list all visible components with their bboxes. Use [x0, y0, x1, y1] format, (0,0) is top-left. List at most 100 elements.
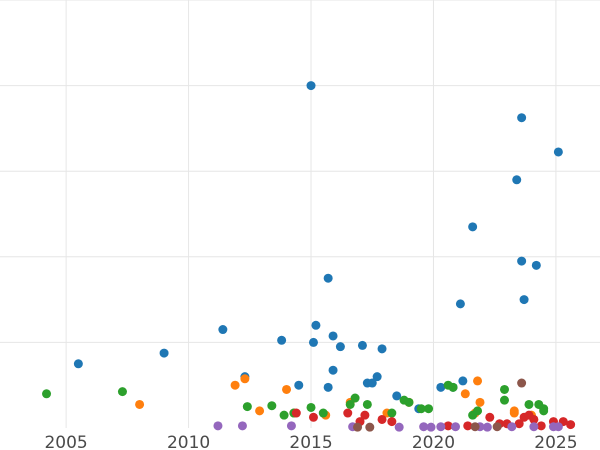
data-point [424, 404, 434, 414]
data-point [279, 410, 289, 420]
series-4 [213, 421, 563, 432]
data-point [517, 113, 527, 123]
data-point [237, 421, 247, 431]
data-point [135, 399, 145, 409]
data-point [566, 420, 576, 430]
data-point [306, 402, 316, 412]
data-point [328, 331, 338, 341]
data-point [255, 406, 265, 416]
data-point [536, 421, 546, 431]
series-2 [42, 380, 549, 420]
data-point [213, 421, 223, 431]
data-point [323, 382, 333, 392]
x-tick-label: 2005 [44, 433, 87, 450]
x-tick-label: 2020 [412, 433, 455, 450]
x-tick-label: 2015 [289, 433, 332, 450]
data-point [499, 384, 509, 394]
data-point [311, 320, 321, 330]
data-point [308, 412, 318, 422]
data-point [353, 422, 363, 432]
data-point [473, 406, 483, 416]
data-point [468, 222, 478, 232]
data-point [117, 387, 127, 397]
data-point [159, 348, 169, 358]
data-point [512, 175, 522, 185]
data-point [473, 376, 483, 386]
data-point [455, 299, 465, 309]
data-point [306, 81, 316, 91]
data-point [485, 412, 495, 422]
data-point [451, 422, 461, 432]
data-point [475, 397, 485, 407]
data-point [514, 419, 524, 429]
data-point [360, 410, 370, 420]
data-point [343, 408, 353, 418]
series-3 [291, 408, 576, 431]
series-0 [73, 81, 563, 414]
data-point [365, 422, 375, 432]
data-point [509, 406, 519, 416]
data-point [463, 421, 473, 431]
data-point [323, 273, 333, 283]
x-tick-label: 2010 [167, 433, 210, 450]
data-point [553, 147, 563, 157]
data-points [42, 81, 576, 432]
data-point [42, 389, 52, 399]
data-point [73, 359, 83, 369]
data-point [218, 325, 228, 335]
data-point [426, 422, 436, 432]
data-point [328, 365, 338, 375]
data-point [291, 408, 301, 418]
data-point [308, 337, 318, 347]
data-point [531, 260, 541, 270]
data-point [492, 422, 502, 432]
x-axis-ticks: 2005 2010 2015 2020 2025 [44, 433, 577, 450]
data-point [242, 402, 252, 412]
data-point [240, 374, 250, 384]
data-point [387, 417, 397, 427]
data-point [507, 422, 517, 432]
data-point [345, 399, 355, 409]
data-point [460, 389, 470, 399]
data-point [539, 406, 549, 416]
data-point [230, 380, 240, 390]
data-point [277, 335, 287, 345]
data-point [367, 378, 377, 388]
data-point [529, 414, 539, 424]
data-point [482, 422, 492, 432]
data-point [419, 422, 429, 432]
data-point [458, 376, 468, 386]
data-point [499, 395, 509, 405]
data-point [294, 380, 304, 390]
series-5 [353, 378, 527, 432]
data-point [318, 408, 328, 418]
gridlines [0, 0, 600, 428]
data-point [286, 421, 296, 431]
data-point [392, 391, 402, 401]
data-point [335, 342, 345, 352]
data-point [443, 421, 453, 431]
data-point [377, 414, 387, 424]
data-point [357, 340, 367, 350]
data-point [377, 344, 387, 354]
data-point [553, 422, 563, 432]
data-point [267, 401, 277, 411]
data-point [362, 399, 372, 409]
data-point [524, 399, 534, 409]
x-tick-label: 2025 [534, 433, 577, 450]
data-point [394, 422, 404, 432]
data-point [282, 384, 292, 394]
data-point [404, 397, 414, 407]
data-point [436, 382, 446, 392]
data-point [387, 408, 397, 418]
data-point [350, 393, 360, 403]
data-point [448, 382, 458, 392]
data-point [517, 378, 527, 388]
data-point [470, 422, 480, 432]
data-point [529, 422, 539, 432]
data-point [416, 404, 426, 414]
data-point [517, 256, 527, 266]
data-point [436, 422, 446, 432]
data-point [519, 295, 529, 305]
